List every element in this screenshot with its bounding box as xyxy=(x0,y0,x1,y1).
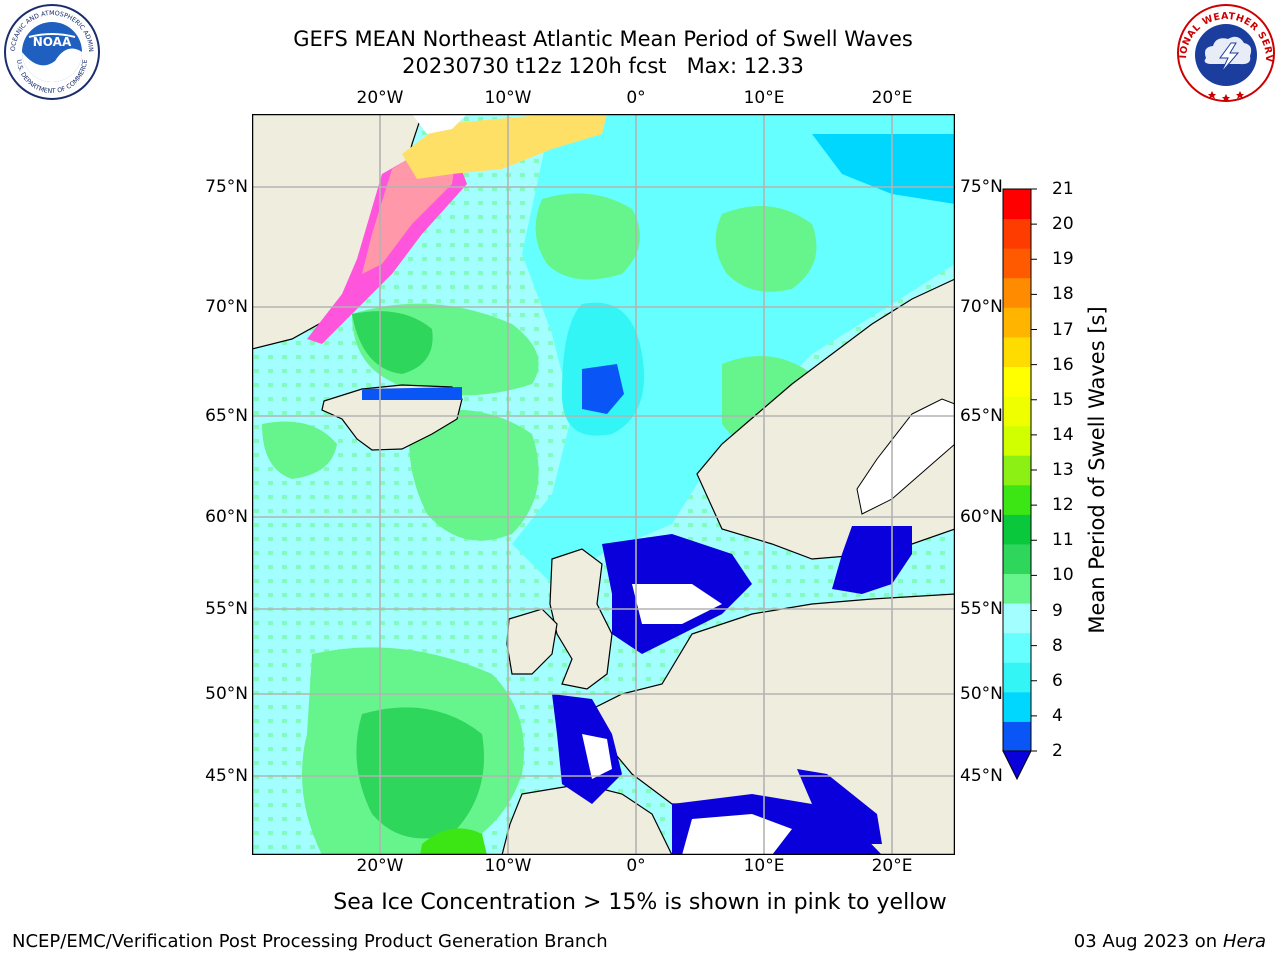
colorbar-tick-label: 12 xyxy=(1052,495,1074,516)
colorbar-tick-label: 19 xyxy=(1052,249,1074,270)
lat-label-right-70n: 70°N xyxy=(960,297,1003,317)
colorbar-band xyxy=(1003,248,1031,279)
colorbar-tick-label: 10 xyxy=(1052,565,1074,586)
colorbar-band xyxy=(1003,277,1031,308)
colorbar-label: Mean Period of Swell Waves [s] xyxy=(1085,306,1109,634)
colorbar-bands xyxy=(1003,189,1031,752)
colorbar-band xyxy=(1003,632,1031,663)
colorbar-band xyxy=(1003,396,1031,427)
colorbar-frame xyxy=(1002,188,1032,752)
colorbar-tick-label: 20 xyxy=(1052,214,1074,235)
swell-9s-region-west xyxy=(262,421,337,479)
swell-period-map xyxy=(252,114,955,855)
colorbar-band xyxy=(1003,218,1031,249)
colorbar-tick-label: 17 xyxy=(1052,319,1074,340)
swell-low-period-patch xyxy=(582,364,624,414)
swell-9s-region-faroes xyxy=(409,409,539,541)
colorbar-tick-label: 8 xyxy=(1052,635,1063,656)
chart-subtitle: 20230730 t12z 120h fcst Max: 12.33 xyxy=(402,54,804,78)
colorbar-band xyxy=(1003,189,1031,220)
colorbar-tick-label: 15 xyxy=(1052,389,1074,410)
lon-label-bottom-0: 0° xyxy=(626,856,646,876)
swell-north-sea-calm xyxy=(632,584,722,624)
swell-biscay-calm xyxy=(582,734,612,779)
colorbar-tick-label: 6 xyxy=(1052,670,1063,691)
lat-label-right-50n: 50°N xyxy=(960,684,1003,704)
colorbar-band xyxy=(1003,336,1031,367)
colorbar-band xyxy=(1003,662,1031,693)
sea-ice-yellow xyxy=(402,114,607,179)
lon-label-bottom-20e: 20°E xyxy=(871,856,913,876)
colorbar-band xyxy=(1003,455,1031,486)
lat-label-right-45n: 45°N xyxy=(960,766,1003,786)
colorbar-tick-marks xyxy=(1031,188,1037,752)
colorbar-tick-label: 13 xyxy=(1052,460,1074,480)
lon-label-top-10w: 10°W xyxy=(484,88,532,108)
lat-label-right-65n: 65°N xyxy=(960,406,1003,426)
colorbar-band xyxy=(1003,603,1031,634)
colorbar-tick-label: 16 xyxy=(1052,354,1074,375)
colorbar-tick-label: 11 xyxy=(1052,530,1074,551)
colorbar-tick-label: 9 xyxy=(1052,600,1063,621)
colorbar-band xyxy=(1003,543,1031,575)
swell-10s-core xyxy=(356,707,484,839)
swell-9s-region-norway xyxy=(715,206,817,292)
colorbar-band xyxy=(1003,366,1031,397)
colorbar-tick-label: 21 xyxy=(1052,179,1074,199)
colorbar-band xyxy=(1003,691,1031,722)
credit-date-text: 03 Aug 2023 on xyxy=(1073,931,1218,952)
lat-label-left-55n: 55°N xyxy=(205,599,248,619)
colorbar-tick-label: 18 xyxy=(1052,284,1074,305)
land-iceland xyxy=(321,384,463,451)
sea-gulf-of-bothnia xyxy=(856,398,955,515)
lat-label-left-45n: 45°N xyxy=(205,766,248,786)
colorbar-tick-label: 14 xyxy=(1052,424,1074,445)
swell-11s-spot xyxy=(420,828,487,855)
colorbar-band xyxy=(1003,307,1031,338)
nws-logo: NATIONAL WEATHER SERVICE xyxy=(1176,3,1275,102)
chart-title: GEFS MEAN Northeast Atlantic Mean Period… xyxy=(293,27,913,51)
lon-label-bottom-10e: 10°E xyxy=(743,856,785,876)
sea-ice-note: Sea Ice Concentration > 15% is shown in … xyxy=(333,890,947,915)
lat-label-right-60n: 60°N xyxy=(960,507,1003,527)
swell-9s-region-north xyxy=(535,193,640,280)
lon-label-bottom-20w: 20°W xyxy=(356,856,404,876)
colorbar-band xyxy=(1003,514,1031,545)
lat-label-right-75n: 75°N xyxy=(960,177,1003,197)
noaa-logo: NATIONAL OCEANIC AND ATMOSPHERIC ADMINIS… xyxy=(3,3,100,100)
sea-adriatic xyxy=(797,769,882,844)
colorbar xyxy=(1002,188,1037,781)
colorbar-extend-triangle xyxy=(1002,750,1032,781)
colorbar-band xyxy=(1003,573,1031,604)
credit-machine: Hera xyxy=(1222,931,1266,952)
lat-label-left-75n: 75°N xyxy=(205,177,248,197)
map-frame xyxy=(252,114,955,855)
lat-label-right-55n: 55°N xyxy=(960,599,1003,619)
colorbar-tick-label: 2 xyxy=(1052,741,1063,761)
iceland-coastal-low xyxy=(362,387,462,400)
lat-label-left-60n: 60°N xyxy=(205,507,248,527)
lat-label-left-65n: 65°N xyxy=(205,406,248,426)
lon-label-top-20e: 20°E xyxy=(871,88,913,108)
lat-label-left-70n: 70°N xyxy=(205,297,248,317)
graticule xyxy=(252,114,955,855)
lon-label-top-10e: 10°E xyxy=(743,88,785,108)
colorbar-tick-label: 4 xyxy=(1052,705,1063,726)
lat-label-left-50n: 50°N xyxy=(205,684,248,704)
credit-branch: NCEP/EMC/Verification Post Processing Pr… xyxy=(12,931,608,952)
lon-label-top-20w: 20°W xyxy=(356,88,404,108)
sea-ice-white xyxy=(412,114,467,134)
noaa-wordmark: NOAA xyxy=(33,35,72,49)
colorbar-band xyxy=(1003,484,1031,515)
swell-10s-core-north xyxy=(352,311,433,374)
colorbar-band xyxy=(1003,721,1031,752)
lon-label-bottom-10w: 10°W xyxy=(484,856,532,876)
colorbar-band xyxy=(1003,425,1031,456)
credit-date: 03 Aug 2023 on Hera xyxy=(1074,931,1266,952)
lon-label-top-0: 0° xyxy=(626,88,646,108)
